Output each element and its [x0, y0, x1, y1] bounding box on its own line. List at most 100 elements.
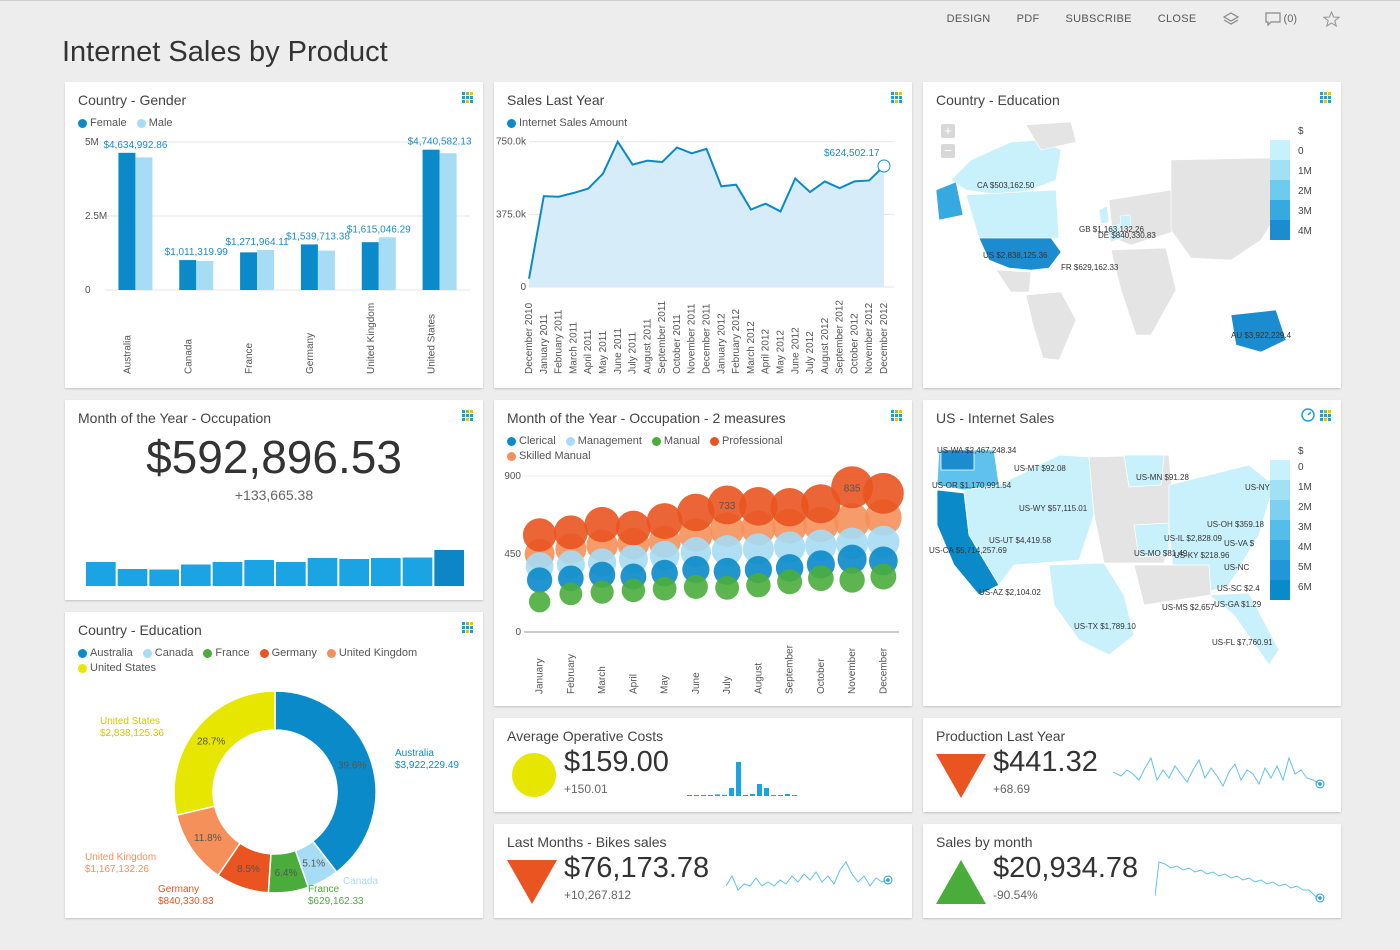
y-tick-label: 750.0k	[496, 137, 527, 148]
slice-percent: 5.1%	[302, 859, 325, 870]
us-label-wy: US-WY $57,115.01	[1019, 504, 1088, 513]
grid-menu-icon[interactable]	[891, 92, 902, 103]
x-tick-label: Germany	[305, 333, 316, 374]
design-button[interactable]: DESIGN	[946, 13, 991, 25]
bubble-manual	[683, 574, 708, 599]
y-tick-label: 375.0k	[496, 209, 527, 220]
legend-skilled-manual[interactable]: Skilled Manual	[507, 450, 591, 462]
bar-female	[240, 252, 258, 290]
callout-name: France	[308, 884, 340, 895]
grid-menu-icon[interactable]	[462, 410, 473, 421]
legend: Female Male	[78, 117, 173, 129]
slice-percent: 11.8%	[194, 833, 222, 844]
bubble-management	[742, 533, 774, 565]
kpi-bar	[339, 559, 369, 586]
x-tick-label: February	[566, 654, 577, 694]
x-tick-label: July 2012	[805, 331, 816, 374]
us-label-ut: US-UT $4,419.58	[989, 536, 1052, 545]
legend-canada[interactable]: Canada	[142, 647, 193, 659]
bar-female	[179, 260, 197, 290]
map-alaska	[935, 181, 964, 221]
star-icon[interactable]	[1323, 11, 1340, 27]
us-label-ga: US-GA $1.29	[1214, 600, 1262, 609]
x-tick-label: October	[816, 658, 827, 694]
layers-icon[interactable]	[1222, 11, 1239, 27]
us-mn	[1123, 454, 1165, 488]
bubble-manual	[590, 580, 614, 604]
legend-female[interactable]: Female	[78, 117, 127, 129]
grid-menu-icon[interactable]	[1320, 92, 1331, 103]
card-us-internet-sales: US - Internet Sales US-WA $2,467,248.34 …	[923, 400, 1341, 706]
grid-menu-icon[interactable]	[1320, 410, 1331, 421]
zoom-in-button[interactable]: +	[941, 124, 955, 138]
x-tick-label: June 2012	[790, 327, 801, 374]
up-triangle-icon	[936, 860, 986, 904]
x-tick-label: April 2012	[761, 329, 772, 374]
comment-icon	[1264, 11, 1281, 26]
grid-menu-icon[interactable]	[462, 92, 473, 103]
card-title: Country - Gender	[78, 92, 187, 108]
card-title: US - Internet Sales	[936, 410, 1055, 426]
bubble-clerical	[526, 567, 553, 593]
legend-germany[interactable]: Germany	[259, 647, 317, 659]
map-canada	[950, 139, 1062, 196]
world-map[interactable]: CA $503,162.50 GB $1,163,132.26 DE $840,…	[931, 120, 1291, 360]
legend-united-kingdom[interactable]: United Kingdom	[326, 647, 417, 659]
legend-professional[interactable]: Professional	[709, 435, 783, 447]
kpi-delta: +150.01	[564, 782, 608, 796]
card-occupation-2-measures: Month of the Year - Occupation - 2 measu…	[494, 400, 912, 706]
legend-france[interactable]: France	[203, 647, 250, 659]
donut-slice-united-states	[173, 690, 276, 816]
grid-menu-icon[interactable]	[462, 622, 473, 633]
legend-manual[interactable]: Manual	[651, 435, 700, 447]
card-title: Month of the Year - Occupation - 2 measu…	[507, 410, 786, 426]
bubble-manual	[621, 578, 646, 603]
subscribe-button[interactable]: SUBSCRIBE	[1065, 13, 1132, 25]
map-france	[1106, 223, 1124, 243]
close-button[interactable]: CLOSE	[1157, 13, 1197, 25]
pdf-button[interactable]: PDF	[1016, 13, 1040, 25]
x-tick-label: December	[878, 647, 889, 694]
x-tick-label: September 2012	[835, 300, 846, 374]
us-map[interactable]: US-WA $2,467,248.34 US-MT $92.08 US-OR $…	[929, 445, 1289, 675]
gauge-icon[interactable]	[1301, 408, 1315, 422]
grid-menu-icon[interactable]	[891, 410, 902, 421]
x-tick-label: March 2012	[746, 321, 757, 374]
callout-name: Germany	[158, 884, 199, 895]
kpi-value: $20,934.78	[993, 852, 1139, 884]
highlight-label: $624,502.17	[824, 148, 880, 159]
legend-male[interactable]: Male	[136, 117, 173, 129]
x-tick-label: May	[660, 675, 671, 694]
legend-management[interactable]: Management	[565, 435, 642, 447]
map-mexico	[995, 269, 1032, 293]
spark-bar	[729, 788, 734, 796]
map-uk	[1098, 205, 1110, 225]
zoom-out-button[interactable]: −	[941, 144, 955, 158]
spark-bar	[694, 795, 699, 796]
callout-name: Canada	[343, 876, 378, 887]
spark-bar	[764, 788, 769, 796]
sales-area-chart: 0 375.0k 750.0k $624,502.17 December 2010 Jan…	[496, 137, 894, 374]
kpi-bar	[307, 558, 338, 586]
map-label-gb: GB $1,163,132.26	[1079, 225, 1144, 234]
bubble-manual	[870, 563, 897, 590]
map-south-america	[1025, 291, 1077, 360]
x-tick-label: November 2011	[687, 303, 698, 374]
y-tick-label: 0	[520, 282, 526, 293]
bar-male	[135, 157, 153, 290]
x-tick-label: March	[597, 666, 608, 694]
card-country-education-map: Country - Education + − CA $503,162.50 G…	[923, 82, 1341, 388]
us-label-ms: US-MS $2,657	[1162, 603, 1215, 612]
map-label-de: DE $840,330.83	[1098, 231, 1156, 240]
us-mo	[1133, 522, 1170, 558]
slice-percent: 28.7%	[197, 736, 225, 747]
legend-united-states[interactable]: United States	[78, 662, 156, 674]
data-label: $1,539,713.38	[286, 231, 350, 242]
spark-bar	[743, 795, 748, 796]
x-tick-label: April	[628, 674, 639, 694]
legend-internet-sales[interactable]: Internet Sales Amount	[507, 117, 627, 129]
bar-female	[361, 242, 379, 290]
legend-australia[interactable]: Australia	[78, 647, 133, 659]
comments-button[interactable]: (0)	[1264, 11, 1297, 27]
legend-clerical[interactable]: Clerical	[507, 435, 556, 447]
